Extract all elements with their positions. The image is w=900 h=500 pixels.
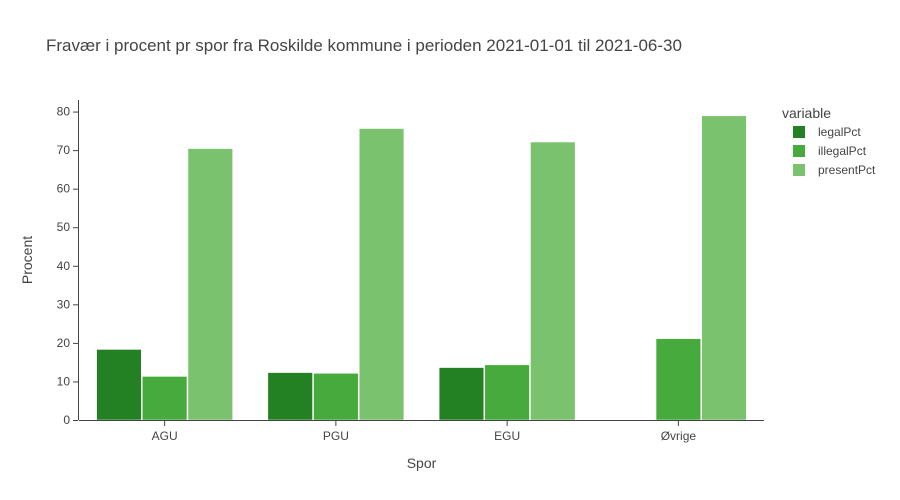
y-axis-ticks: 0 10 20 30 40 50 60 70 80 (57, 105, 78, 427)
y-tick-label: 0 (63, 413, 70, 427)
bar-illegalPct-EGU[interactable] (484, 364, 530, 421)
series-illegalPct (142, 338, 701, 421)
legend-item-legalPct[interactable]: legalPct (793, 125, 861, 139)
legend-label: illegalPct (818, 144, 867, 158)
legend-item-illegalPct[interactable]: illegalPct (793, 144, 867, 158)
y-tick-label: 50 (57, 220, 71, 234)
y-tick-label: 30 (57, 297, 71, 311)
bar-illegalPct-PGU[interactable] (313, 373, 359, 421)
x-tick-label: Øvrige (661, 429, 697, 443)
x-tick-label: AGU (152, 429, 178, 443)
bar-presentPct-AGU[interactable] (187, 148, 233, 421)
legend-item-presentPct[interactable]: presentPct (793, 163, 876, 177)
y-tick-label: 70 (57, 143, 71, 157)
y-tick-label: 20 (57, 336, 71, 350)
x-axis-ticks: AGU PGU EGU Øvrige (152, 421, 697, 443)
x-axis-title: Spor (407, 455, 437, 471)
legend-items: legalPct illegalPct presentPct (793, 125, 876, 177)
legend-label: legalPct (818, 125, 861, 139)
bar-illegalPct-Øvrige[interactable] (655, 338, 701, 421)
series-presentPct (187, 115, 747, 421)
y-axis-title: Procent (19, 236, 35, 284)
y-tick-label: 40 (57, 259, 71, 273)
bar-legalPct-EGU[interactable] (438, 367, 485, 421)
bar-presentPct-Øvrige[interactable] (701, 115, 747, 421)
legend-title: variable (782, 105, 831, 121)
y-tick-label: 80 (57, 105, 71, 119)
plot-area (96, 115, 747, 421)
legend-label: presentPct (818, 163, 876, 177)
x-tick-label: PGU (323, 429, 349, 443)
bar-presentPct-PGU[interactable] (358, 128, 405, 421)
chart-title: Fravær i procent pr spor fra Roskilde ko… (46, 36, 682, 55)
legend: variable legalPct illegalPct presentPct (782, 105, 876, 177)
y-tick-label: 10 (57, 374, 71, 388)
bar-legalPct-PGU[interactable] (267, 372, 313, 421)
series-legalPct (96, 349, 485, 421)
y-tick-label: 60 (57, 182, 71, 196)
bar-illegalPct-AGU[interactable] (142, 376, 188, 421)
bar-legalPct-AGU[interactable] (96, 349, 142, 421)
legend-swatch (793, 164, 805, 176)
bar-presentPct-EGU[interactable] (530, 141, 576, 421)
legend-swatch (793, 145, 805, 157)
legend-swatch (793, 126, 805, 138)
x-tick-label: EGU (494, 429, 520, 443)
